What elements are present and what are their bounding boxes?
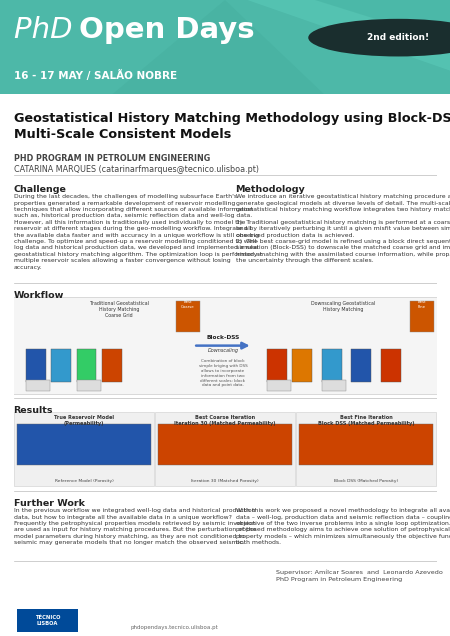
Text: In the previous workflow we integrated well-log data and historical production
d: In the previous workflow we integrated w… (14, 508, 256, 545)
Text: During the last decades, the challenges of modelling subsurface Earth's
properti: During the last decades, the challenges … (14, 194, 262, 270)
FancyBboxPatch shape (322, 349, 342, 382)
Text: 16 - 17 MAY / SALÃO NOBRE: 16 - 17 MAY / SALÃO NOBRE (14, 70, 176, 81)
Text: Challenge: Challenge (14, 184, 67, 193)
Text: Reference Model (Porosity): Reference Model (Porosity) (54, 480, 113, 483)
Text: Best Coarse Iteration
Iteration 30 (Matched Permeability): Best Coarse Iteration Iteration 30 (Matc… (174, 415, 276, 426)
Text: Workflow: Workflow (14, 291, 64, 300)
FancyBboxPatch shape (76, 349, 96, 382)
Text: Downscaling Geostatistical
History Matching: Downscaling Geostatistical History Match… (311, 301, 376, 312)
FancyBboxPatch shape (26, 380, 50, 391)
FancyBboxPatch shape (51, 349, 71, 382)
Text: Best Fine Iteration
Block DSS (Matched Permeability): Best Fine Iteration Block DSS (Matched P… (318, 415, 414, 426)
FancyBboxPatch shape (17, 609, 78, 632)
Text: Geostatistical History Matching Methodology using Block-DSS for
Multi-Scale Cons: Geostatistical History Matching Methodol… (14, 112, 450, 141)
FancyBboxPatch shape (76, 380, 101, 391)
Text: TÉCNICO
LISBOA: TÉCNICO LISBOA (35, 615, 60, 626)
Text: We introduce an iterative geostatistical history matching procedure able to
gene: We introduce an iterative geostatistical… (236, 194, 450, 263)
Text: PhD: PhD (14, 16, 81, 44)
FancyBboxPatch shape (292, 349, 312, 382)
Text: Block-DSS: Block-DSS (206, 335, 239, 340)
FancyBboxPatch shape (17, 424, 151, 465)
Polygon shape (248, 0, 450, 71)
FancyBboxPatch shape (176, 301, 200, 332)
Text: Best
Coarse: Best Coarse (181, 300, 194, 308)
FancyBboxPatch shape (158, 424, 292, 465)
FancyBboxPatch shape (296, 412, 436, 487)
Text: 2nd edition!: 2nd edition! (367, 33, 429, 42)
FancyBboxPatch shape (12, 298, 438, 394)
Text: Downscaling: Downscaling (207, 349, 239, 353)
Text: CATARINA MARQUES (catarinarfmarques@tecnico.ulisboa.pt): CATARINA MARQUES (catarinarfmarques@tecn… (14, 165, 258, 174)
Polygon shape (112, 0, 324, 94)
FancyBboxPatch shape (102, 349, 122, 382)
Text: Methodology: Methodology (236, 184, 306, 193)
Text: Iteration 30 (Matched Porosity): Iteration 30 (Matched Porosity) (191, 480, 259, 483)
Text: Combination of block
simple kriging with DSS
allows to incorporate
information f: Combination of block simple kriging with… (198, 359, 247, 387)
FancyBboxPatch shape (267, 349, 287, 382)
Text: phdopendays.tecnico.ulisboa.pt: phdopendays.tecnico.ulisboa.pt (130, 625, 218, 630)
Text: Supervisor: Amílcar Soares  and  Leonardo Azevedo
PhD Program in Petroleum Engin: Supervisor: Amílcar Soares and Leonardo … (276, 569, 443, 582)
Circle shape (308, 19, 450, 57)
Text: Block DSS (Matched Porosity): Block DSS (Matched Porosity) (334, 480, 398, 483)
Text: True Reservoir Model
(Permeability): True Reservoir Model (Permeability) (54, 415, 114, 426)
FancyBboxPatch shape (410, 301, 434, 332)
FancyBboxPatch shape (381, 349, 401, 382)
Text: Open Days: Open Days (79, 16, 254, 44)
FancyBboxPatch shape (322, 380, 346, 391)
FancyBboxPatch shape (0, 0, 450, 94)
Text: Best
Fine: Best Fine (418, 300, 426, 308)
FancyBboxPatch shape (14, 412, 154, 487)
FancyBboxPatch shape (26, 349, 45, 382)
Text: Results: Results (14, 406, 53, 415)
FancyBboxPatch shape (299, 424, 433, 465)
Text: Traditional Geostatistical
History Matching
Coarse Grid: Traditional Geostatistical History Match… (90, 301, 149, 318)
FancyBboxPatch shape (267, 380, 291, 391)
Text: Further Work: Further Work (14, 499, 85, 508)
Text: With this work we proposed a novel methodology to integrate all available
data –: With this work we proposed a novel metho… (236, 508, 450, 545)
Polygon shape (315, 0, 450, 43)
FancyBboxPatch shape (351, 349, 371, 382)
Text: PHD PROGRAM IN PETROLUM ENGINEERING: PHD PROGRAM IN PETROLUM ENGINEERING (14, 154, 210, 163)
FancyBboxPatch shape (155, 412, 295, 487)
